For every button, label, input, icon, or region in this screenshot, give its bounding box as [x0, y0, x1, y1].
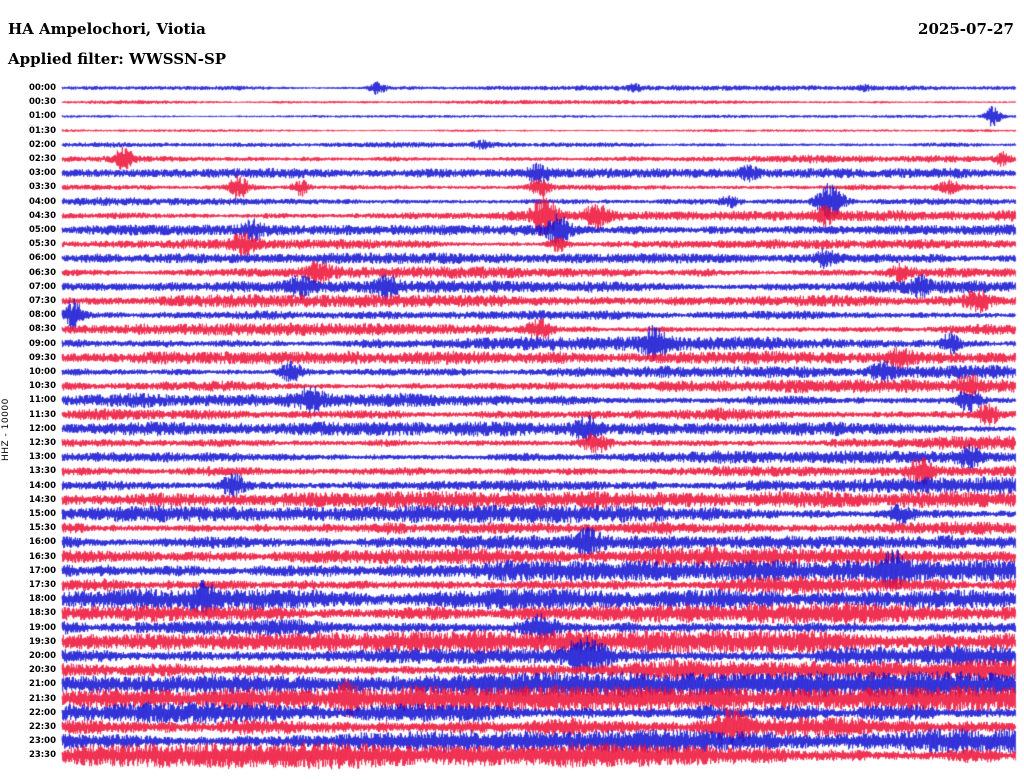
- time-label: 20:00: [28, 651, 56, 661]
- time-label: 18:30: [28, 608, 56, 619]
- time-label: 04:30: [28, 210, 56, 221]
- time-label: 10:00: [28, 367, 56, 377]
- time-label: 00:30: [28, 97, 56, 108]
- time-label: 18:00: [28, 594, 56, 605]
- time-label: 19:30: [28, 636, 56, 647]
- time-label: 17:30: [28, 580, 56, 590]
- time-label: 07:30: [28, 296, 56, 306]
- time-label: 02:30: [28, 154, 56, 164]
- time-label: 20:30: [28, 665, 56, 676]
- time-label: 22:00: [28, 707, 56, 718]
- time-label: 15:00: [28, 509, 56, 519]
- time-label: 06:00: [28, 253, 56, 264]
- time-label: 23:30: [28, 750, 56, 761]
- time-label: 01:00: [28, 111, 56, 122]
- time-label: 08:00: [28, 310, 56, 321]
- time-label: 10:30: [28, 381, 56, 392]
- time-label: 13:00: [28, 452, 56, 463]
- time-label: 23:00: [28, 736, 56, 747]
- time-label: 03:00: [28, 168, 56, 179]
- time-label: 17:00: [28, 565, 56, 576]
- time-label: 05:30: [28, 239, 56, 250]
- time-label: 09:00: [28, 338, 56, 349]
- time-label: 16:00: [28, 537, 56, 548]
- time-label: 11:30: [28, 409, 56, 420]
- time-label: 12:30: [28, 438, 56, 448]
- time-label: 22:30: [28, 722, 56, 732]
- time-label: 16:30: [28, 551, 56, 562]
- time-label: 05:00: [28, 225, 56, 235]
- time-label: 09:30: [28, 352, 56, 363]
- time-label: 07:00: [28, 281, 56, 292]
- time-label: 14:00: [28, 480, 56, 491]
- time-label: 11:00: [28, 395, 56, 406]
- time-label: 15:30: [28, 523, 56, 534]
- time-label: 14:30: [28, 494, 56, 505]
- time-label: 00:00: [28, 83, 56, 93]
- time-label: 04:00: [28, 196, 56, 207]
- time-label: 13:30: [28, 466, 56, 477]
- time-label: 12:00: [28, 423, 56, 434]
- time-label: 02:00: [28, 139, 56, 150]
- time-label: 08:30: [28, 324, 56, 335]
- time-label: 06:30: [28, 267, 56, 278]
- time-label: 21:00: [28, 679, 56, 690]
- time-label: 01:30: [28, 125, 56, 136]
- time-label: 21:30: [28, 693, 56, 704]
- time-label: 03:30: [28, 182, 56, 193]
- time-label: 19:00: [28, 622, 56, 633]
